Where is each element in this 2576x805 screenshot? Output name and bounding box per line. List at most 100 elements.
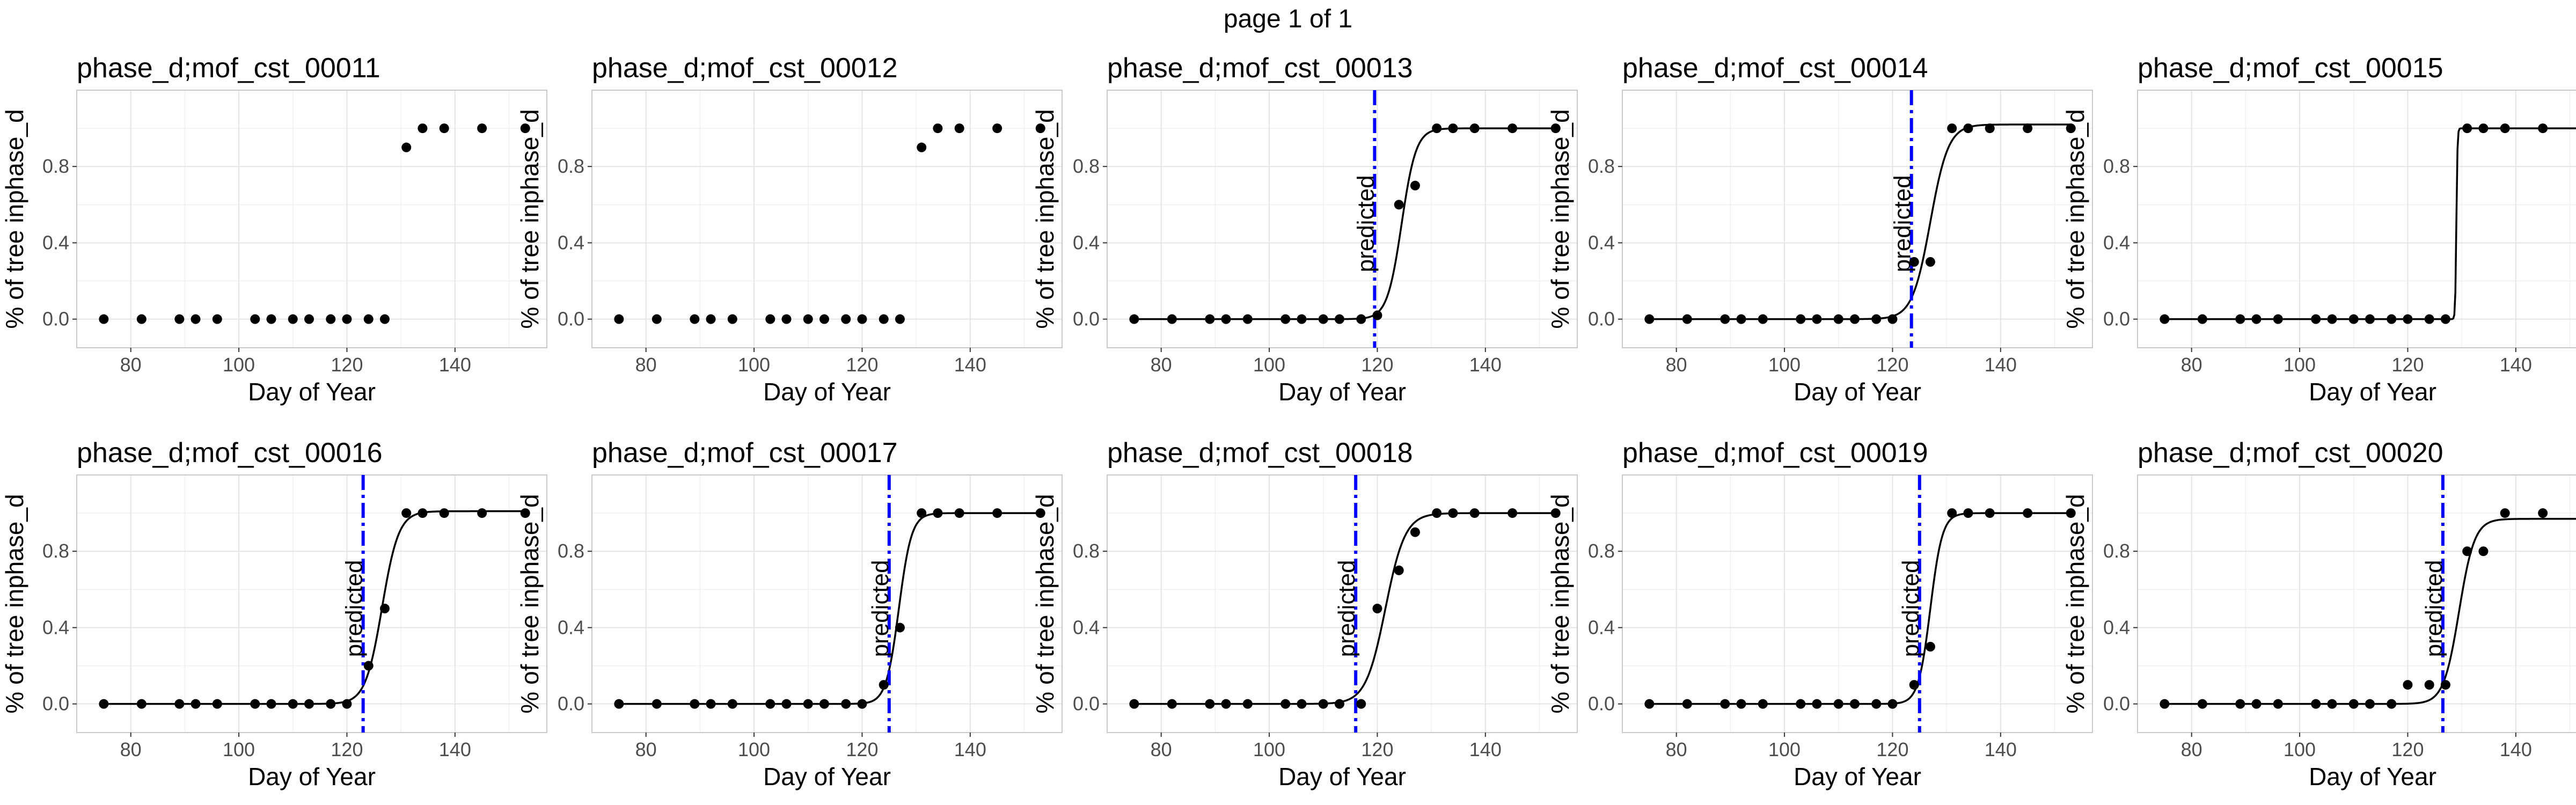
data-point (1334, 699, 1344, 709)
panel-title: phase_d;mof_cst_00019 (1622, 437, 1928, 469)
x-axis-label: Day of Year (248, 763, 376, 791)
data-point (136, 699, 147, 709)
x-axis-label: Day of Year (1794, 378, 1921, 406)
data-point (2311, 314, 2321, 324)
data-point (2023, 508, 2033, 518)
x-tick-label: 120 (846, 354, 878, 376)
data-point (1242, 314, 1253, 324)
x-tick-label: 100 (2284, 354, 2316, 376)
x-tick-label: 140 (1985, 354, 2017, 376)
y-tick-label: 0.0 (1588, 693, 1615, 715)
data-point (1242, 699, 1253, 709)
y-tick-label: 0.4 (1073, 616, 1100, 638)
panel-border (1622, 474, 2093, 733)
y-axis-label: % of tree inphase_d (516, 109, 544, 328)
data-point (1682, 314, 1692, 324)
data-point (2251, 314, 2262, 324)
y-axis-label: % of tree inphase_d (516, 494, 544, 713)
y-axis-label: % of tree inphase_d (1546, 109, 1574, 328)
x-axis-label: Day of Year (2309, 378, 2436, 406)
data-point (803, 314, 813, 324)
data-point (2066, 508, 2076, 518)
data-point (2365, 314, 2375, 324)
x-tick-label: 140 (2500, 738, 2532, 760)
data-point (2365, 699, 2375, 709)
x-tick-label: 120 (846, 738, 878, 760)
data-point (2403, 680, 2413, 690)
data-point (1372, 310, 1382, 320)
data-point (954, 123, 964, 134)
x-tick-label: 140 (1469, 738, 1502, 760)
data-point (992, 123, 1002, 134)
data-point (2348, 314, 2359, 324)
data-point (2387, 314, 2397, 324)
data-point (2478, 123, 2489, 134)
data-point (2500, 508, 2510, 518)
data-point (2327, 314, 2337, 324)
data-point (1167, 314, 1177, 324)
data-point (1833, 699, 1843, 709)
predicted-label: predicted (1898, 560, 1924, 657)
y-tick-label: 0.0 (1073, 308, 1100, 330)
x-axis-label: Day of Year (1278, 378, 1406, 406)
data-point (1736, 314, 1746, 324)
y-tick-label: 0.4 (2103, 231, 2130, 253)
data-point (917, 142, 927, 152)
data-point (1469, 508, 1480, 518)
data-point (1925, 642, 1935, 652)
data-point (1720, 314, 1730, 324)
data-point (2424, 680, 2434, 690)
data-point (895, 314, 905, 324)
data-point (326, 314, 336, 324)
data-point (690, 699, 700, 709)
y-tick-label: 0.8 (1073, 540, 1100, 562)
data-point (136, 314, 147, 324)
x-tick-label: 140 (954, 354, 986, 376)
data-point (1318, 699, 1328, 709)
x-tick-label: 80 (1666, 354, 1687, 376)
data-point (841, 699, 851, 709)
data-point (401, 508, 412, 518)
x-tick-label: 100 (2284, 738, 2316, 760)
data-point (342, 699, 352, 709)
data-point (1947, 123, 1957, 134)
data-point (363, 661, 374, 671)
data-point (212, 699, 222, 709)
predicted-label: predicted (867, 560, 894, 657)
data-point (1280, 314, 1291, 324)
data-point (1720, 699, 1730, 709)
page-title: page 1 of 1 (1223, 5, 1353, 33)
data-point (2538, 123, 2548, 134)
panel-border (591, 474, 1063, 733)
data-point (1129, 699, 1139, 709)
y-tick-label: 0.0 (42, 693, 69, 715)
y-tick-label: 0.8 (2103, 155, 2130, 177)
y-tick-label: 0.0 (558, 693, 584, 715)
y-tick-label: 0.8 (558, 155, 584, 177)
data-point (819, 699, 829, 709)
predicted-label: predicted (341, 560, 368, 657)
data-point (520, 123, 530, 134)
data-point (1963, 123, 1973, 134)
predicted-label: predicted (1890, 175, 1916, 272)
data-point (520, 508, 530, 518)
x-tick-label: 100 (1768, 738, 1801, 760)
data-point (1035, 508, 1045, 518)
x-tick-label: 140 (1469, 354, 1502, 376)
x-tick-label: 120 (1876, 354, 1908, 376)
x-tick-label: 140 (2500, 354, 2532, 376)
data-point (2273, 314, 2283, 324)
data-point (933, 123, 943, 134)
x-tick-label: 80 (635, 354, 657, 376)
data-point (1833, 314, 1843, 324)
data-point (933, 508, 943, 518)
data-point (288, 699, 298, 709)
data-point (1394, 565, 1404, 575)
data-point (477, 508, 487, 518)
panel-1: phase_d;mof_cst_00011 80 100 120 140 0.0 0.4 0.… (1, 53, 547, 406)
data-point (1221, 699, 1231, 709)
data-point (781, 314, 792, 324)
data-point (304, 314, 314, 324)
fitted-curve (2164, 127, 2576, 320)
